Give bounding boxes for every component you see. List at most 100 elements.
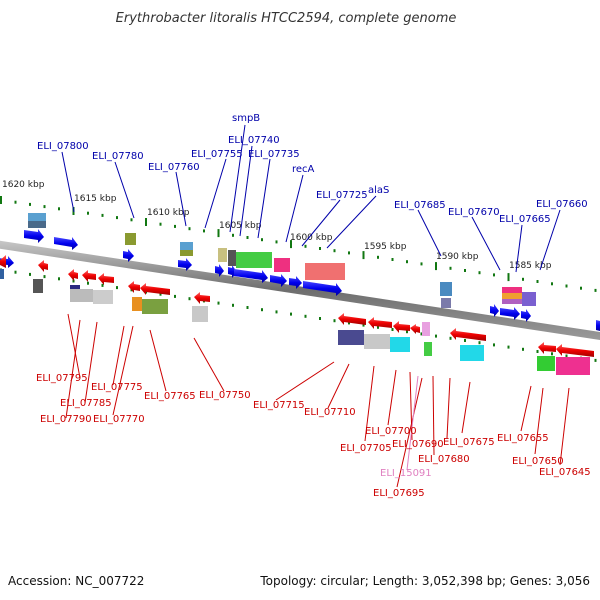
gene-arrow[interactable] — [538, 342, 556, 354]
gene-arrow[interactable] — [215, 264, 224, 277]
gene-label[interactable]: alaS — [368, 185, 389, 196]
gene-label[interactable]: ELI_07700 — [365, 426, 417, 437]
gene-arrow[interactable] — [556, 344, 594, 357]
reverse-labels: ELI_07795 ELI_07790 ELI_07785 ELI_07775 … — [36, 373, 591, 499]
gene-label[interactable]: ELI_07715 — [253, 400, 305, 411]
gene-block[interactable] — [28, 213, 46, 221]
gene-block[interactable] — [28, 221, 46, 228]
gene-block[interactable] — [142, 299, 168, 314]
gene-block[interactable] — [305, 263, 345, 280]
gene-label[interactable]: ELI_07645 — [539, 467, 591, 478]
gene-label[interactable]: recA — [292, 164, 315, 175]
gene-block[interactable] — [218, 248, 227, 262]
gene-block[interactable] — [556, 357, 590, 375]
gene-arrow[interactable] — [82, 270, 96, 282]
gene-arrow[interactable] — [0, 255, 6, 268]
gene-block[interactable] — [537, 356, 555, 371]
gene-label[interactable]: ELI_07765 — [144, 391, 196, 402]
scale-tick — [522, 347, 524, 351]
gene-label[interactable]: ELI_07775 — [91, 382, 143, 393]
gene-label[interactable]: ELI_07665 — [499, 214, 551, 225]
gene-label[interactable]: ELI_07735 — [248, 149, 300, 160]
gene-block[interactable] — [192, 306, 208, 322]
gene-arrow[interactable] — [289, 276, 302, 289]
gene-block[interactable] — [228, 250, 236, 266]
gene-block[interactable] — [440, 282, 452, 296]
gene-arrow[interactable] — [490, 304, 499, 317]
gene-arrow[interactable] — [410, 324, 420, 334]
gene-arrow[interactable] — [228, 265, 237, 278]
gene-block[interactable] — [502, 287, 522, 293]
gene-block[interactable] — [0, 269, 4, 279]
gene-label[interactable]: ELI_07680 — [418, 454, 470, 465]
gene-arrow[interactable] — [338, 313, 366, 325]
rna-gene-label[interactable]: ELI_15091 — [380, 468, 432, 479]
gene-arrow[interactable] — [54, 237, 78, 250]
gene-arrow[interactable] — [500, 307, 520, 320]
gene-label[interactable]: ELI_07795 — [36, 373, 88, 384]
gene-block[interactable] — [70, 289, 93, 302]
gene-block[interactable] — [132, 297, 142, 311]
gene-label[interactable]: ELI_07685 — [394, 200, 446, 211]
gene-label[interactable]: ELI_07655 — [497, 433, 549, 444]
gene-block[interactable] — [125, 233, 136, 245]
gene-label[interactable]: ELI_07675 — [443, 437, 495, 448]
tick-label: 1585 kbp — [509, 261, 552, 271]
scale-tick — [188, 297, 191, 301]
gene-arrow[interactable] — [38, 260, 48, 272]
gene-label[interactable]: ELI_07695 — [373, 488, 425, 499]
gene-arrow[interactable] — [128, 281, 140, 293]
gene-arrow[interactable] — [178, 258, 192, 271]
gene-label[interactable]: ELI_07780 — [92, 151, 144, 162]
gene-label[interactable]: ELI_07770 — [93, 414, 145, 425]
gene-block[interactable] — [180, 242, 193, 250]
scale-tick — [246, 236, 249, 239]
gene-arrow[interactable] — [68, 269, 78, 281]
gene-arrow[interactable] — [368, 317, 392, 329]
gene-block[interactable] — [390, 337, 410, 352]
gene-label[interactable]: ELI_07710 — [304, 407, 356, 418]
gene-block[interactable] — [502, 293, 522, 299]
gene-block[interactable] — [274, 258, 290, 272]
gene-arrow[interactable] — [123, 249, 134, 262]
gene-block[interactable] — [33, 279, 43, 293]
gene-arrow[interactable] — [194, 292, 210, 304]
gene-label[interactable]: ELI_07650 — [512, 456, 564, 467]
gene-label[interactable]: ELI_07670 — [448, 207, 500, 218]
gene-label[interactable]: ELI_07740 — [228, 135, 280, 146]
gene-label[interactable]: ELI_07755 — [191, 149, 243, 160]
gene-block[interactable] — [441, 298, 451, 308]
gene-arrow[interactable] — [393, 321, 410, 333]
gene-block[interactable] — [93, 290, 113, 304]
gene-arrow[interactable] — [234, 269, 268, 283]
gene-label[interactable]: smpB — [232, 113, 260, 124]
gene-block[interactable] — [236, 252, 272, 268]
gene-arrow[interactable] — [24, 229, 44, 243]
gene-arrow[interactable] — [596, 320, 600, 331]
gene-label[interactable]: ELI_07785 — [60, 398, 112, 409]
gene-arrow[interactable] — [303, 281, 342, 296]
gene-block[interactable] — [522, 292, 536, 306]
gene-label[interactable]: ELI_07725 — [316, 190, 368, 201]
gene-block[interactable] — [364, 334, 390, 349]
gene-block[interactable] — [502, 299, 522, 304]
gene-block[interactable] — [460, 345, 484, 361]
gene-label[interactable]: ELI_07660 — [536, 199, 588, 210]
gene-label[interactable]: ELI_07750 — [199, 390, 251, 401]
gene-arrow[interactable] — [521, 309, 531, 322]
scale-tick — [145, 218, 147, 226]
gene-label[interactable]: ELI_07790 — [40, 414, 92, 425]
gene-block[interactable] — [424, 342, 432, 356]
scale-tick — [217, 301, 220, 305]
gene-arrow[interactable] — [270, 274, 287, 287]
gene-arrow[interactable] — [98, 273, 114, 285]
gene-label[interactable]: ELI_07690 — [392, 439, 444, 450]
gene-block[interactable] — [180, 250, 193, 256]
gene-arrow[interactable] — [140, 283, 170, 295]
gene-label[interactable]: ELI_07800 — [37, 141, 89, 152]
gene-label[interactable]: ELI_07705 — [340, 443, 392, 454]
gene-block[interactable] — [338, 330, 364, 345]
gene-arrow[interactable] — [450, 328, 486, 341]
gene-label[interactable]: ELI_07760 — [148, 162, 200, 173]
gene-block[interactable] — [422, 322, 430, 336]
